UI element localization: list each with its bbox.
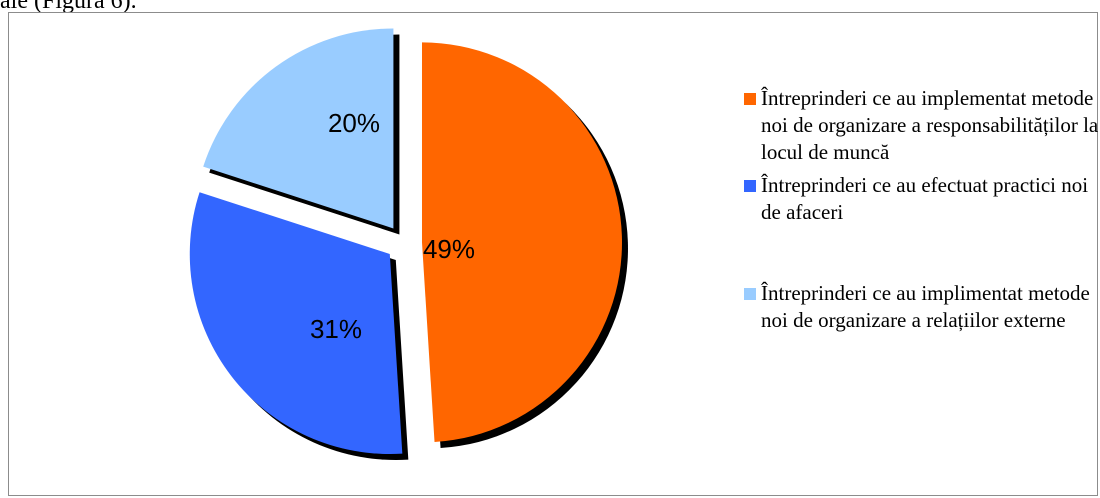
pie-slice-3 xyxy=(203,28,394,229)
legend-swatch-2 xyxy=(744,180,756,192)
pie-slice-2 xyxy=(189,192,403,455)
legend: Întreprinderi ce au implementat metode n… xyxy=(744,85,1100,334)
legend-label-2: Întreprinderi ce au efectuat practici no… xyxy=(761,173,1089,224)
legend-label-3: Întreprinderi ce au implimentat metode n… xyxy=(761,281,1090,332)
legend-label-1: Întreprinderi ce au implementat metode n… xyxy=(761,86,1099,164)
legend-swatch-1 xyxy=(744,93,756,105)
pie-chart: 49% 31% 20% xyxy=(189,28,628,461)
chart-frame: 49% 31% 20% Întreprinderi ce au implementa… xyxy=(8,12,1098,496)
data-label-2: 31% xyxy=(310,314,362,344)
caption-fragment: ale (Figura 6). xyxy=(0,0,137,14)
data-label-1: 49% xyxy=(423,234,475,264)
legend-item-1: Întreprinderi ce au implementat metode n… xyxy=(744,85,1100,166)
legend-item-3: Întreprinderi ce au implimentat metode n… xyxy=(744,280,1100,334)
pie-slice-1 xyxy=(421,42,622,443)
legend-item-2: Întreprinderi ce au efectuat practici no… xyxy=(744,172,1100,226)
data-label-3: 20% xyxy=(328,108,380,138)
legend-swatch-3 xyxy=(744,288,756,300)
